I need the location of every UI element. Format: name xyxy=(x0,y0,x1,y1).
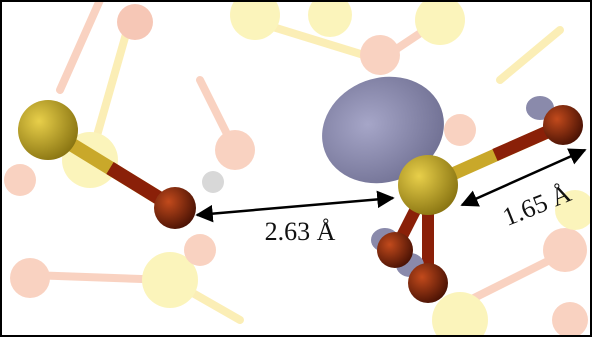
figure: 2.63 Å 1.65 Å xyxy=(0,0,592,337)
background-atoms xyxy=(4,0,592,337)
distance-label: 2.63 Å xyxy=(265,217,336,246)
